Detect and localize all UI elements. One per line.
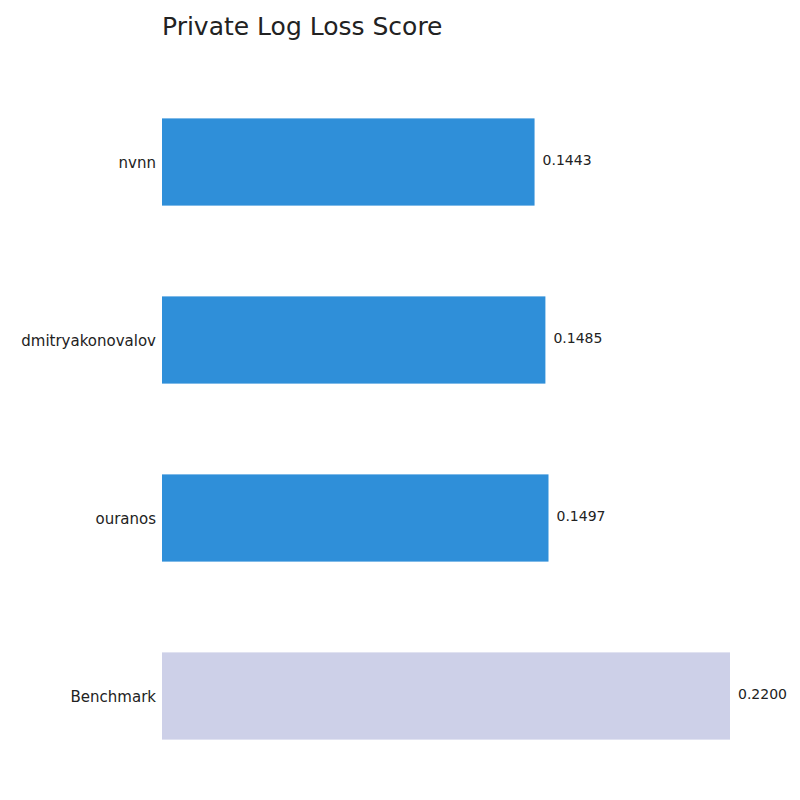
labels: nvnn 0.1443 dmitryakonovalov 0.1485 ouranos 0… <box>21 152 787 706</box>
category-label: nvnn <box>119 154 156 172</box>
category-label: ouranos <box>95 510 156 528</box>
bar <box>162 474 548 561</box>
data-label: 0.1485 <box>553 330 602 346</box>
category-label: Benchmark <box>71 688 157 706</box>
bars <box>162 118 730 739</box>
chart-title: Private Log Loss Score <box>162 12 443 41</box>
chart-container: Private Log Loss Score nvnn 0.1443 dmitryak… <box>0 0 800 800</box>
bar <box>162 118 535 205</box>
data-label: 0.1443 <box>543 152 592 168</box>
bar <box>162 652 730 739</box>
data-label: 0.1497 <box>556 508 605 524</box>
bar <box>162 296 545 383</box>
chart-svg: Private Log Loss Score nvnn 0.1443 dmitryak… <box>0 0 800 800</box>
data-label: 0.2200 <box>738 686 787 702</box>
category-label: dmitryakonovalov <box>21 332 156 350</box>
